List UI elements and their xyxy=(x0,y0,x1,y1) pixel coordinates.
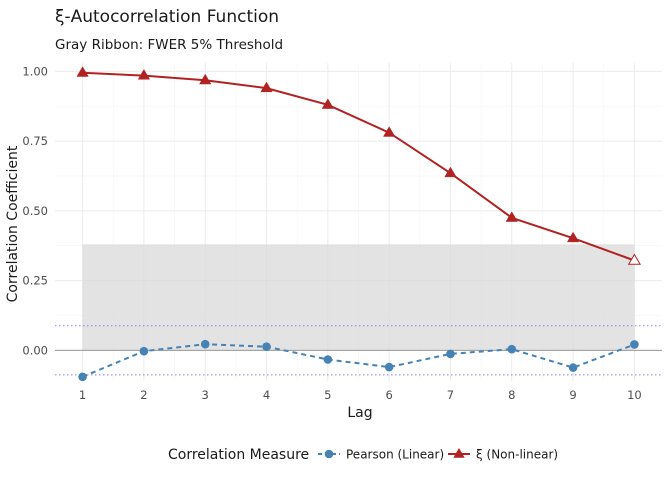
data-point xyxy=(384,362,394,372)
legend-key-marker xyxy=(453,448,465,458)
x-tick-label: 7 xyxy=(447,388,454,402)
data-point xyxy=(78,372,87,382)
series-line xyxy=(82,343,635,378)
data-point xyxy=(200,339,210,349)
x-tick-label: 4 xyxy=(263,388,270,402)
data-point xyxy=(444,166,457,178)
legend-title: Correlation Measure xyxy=(168,447,309,463)
data-point xyxy=(566,231,580,243)
y-axis-title: Correlation Coefficient xyxy=(5,145,21,302)
x-tick-label: 3 xyxy=(202,388,209,402)
data-point xyxy=(446,349,455,359)
y-tick-label: 0.50 xyxy=(22,204,48,218)
legend: Correlation Measure Pearson (Linear) ξ (N… xyxy=(168,447,558,463)
x-tick-label: 2 xyxy=(140,388,147,402)
legend-label: Pearson (Linear) xyxy=(346,448,444,462)
data-point xyxy=(139,346,149,356)
y-tick-label: 0.25 xyxy=(22,274,48,288)
data-point xyxy=(260,81,273,93)
data-point xyxy=(199,73,212,85)
x-tick-label: 9 xyxy=(569,388,576,402)
data-point xyxy=(630,340,639,349)
x-tick-label: 8 xyxy=(508,388,515,402)
legend-label: ξ (Non-linear) xyxy=(476,448,558,462)
x-tick-label: 1 xyxy=(79,388,86,402)
data-point xyxy=(321,98,334,109)
data-point xyxy=(568,363,578,372)
y-tick-label: 1.00 xyxy=(22,64,48,78)
series-line xyxy=(82,71,635,262)
tick-labels: 0.00 0.25 0.50 0.75 1.00 1 2 3 4 5 6 7 8 9 10 xyxy=(22,64,641,402)
data-point xyxy=(627,253,641,265)
data-point xyxy=(323,355,333,364)
y-tick-label: 0.00 xyxy=(22,343,48,357)
chart-title: ξ-Autocorrelation Function xyxy=(55,7,279,27)
data-point xyxy=(137,69,151,80)
y-tick-label: 0.75 xyxy=(22,134,48,148)
data-point xyxy=(507,344,517,354)
legend-key-marker xyxy=(324,449,334,459)
data-point xyxy=(505,211,518,222)
threshold-ribbon xyxy=(55,244,662,351)
reference-lines xyxy=(55,325,662,376)
fwer-ribbon xyxy=(82,244,635,351)
x-axis-title: Lag xyxy=(347,405,372,421)
chart-subtitle: Gray Ribbon: FWER 5% Threshold xyxy=(55,37,283,53)
data-point xyxy=(262,342,271,351)
data-point xyxy=(76,66,89,77)
data-point xyxy=(383,126,396,137)
x-tick-label: 6 xyxy=(385,388,392,402)
series-layer xyxy=(76,66,641,382)
x-tick-label: 5 xyxy=(324,388,331,402)
x-tick-label: 10 xyxy=(627,388,642,402)
